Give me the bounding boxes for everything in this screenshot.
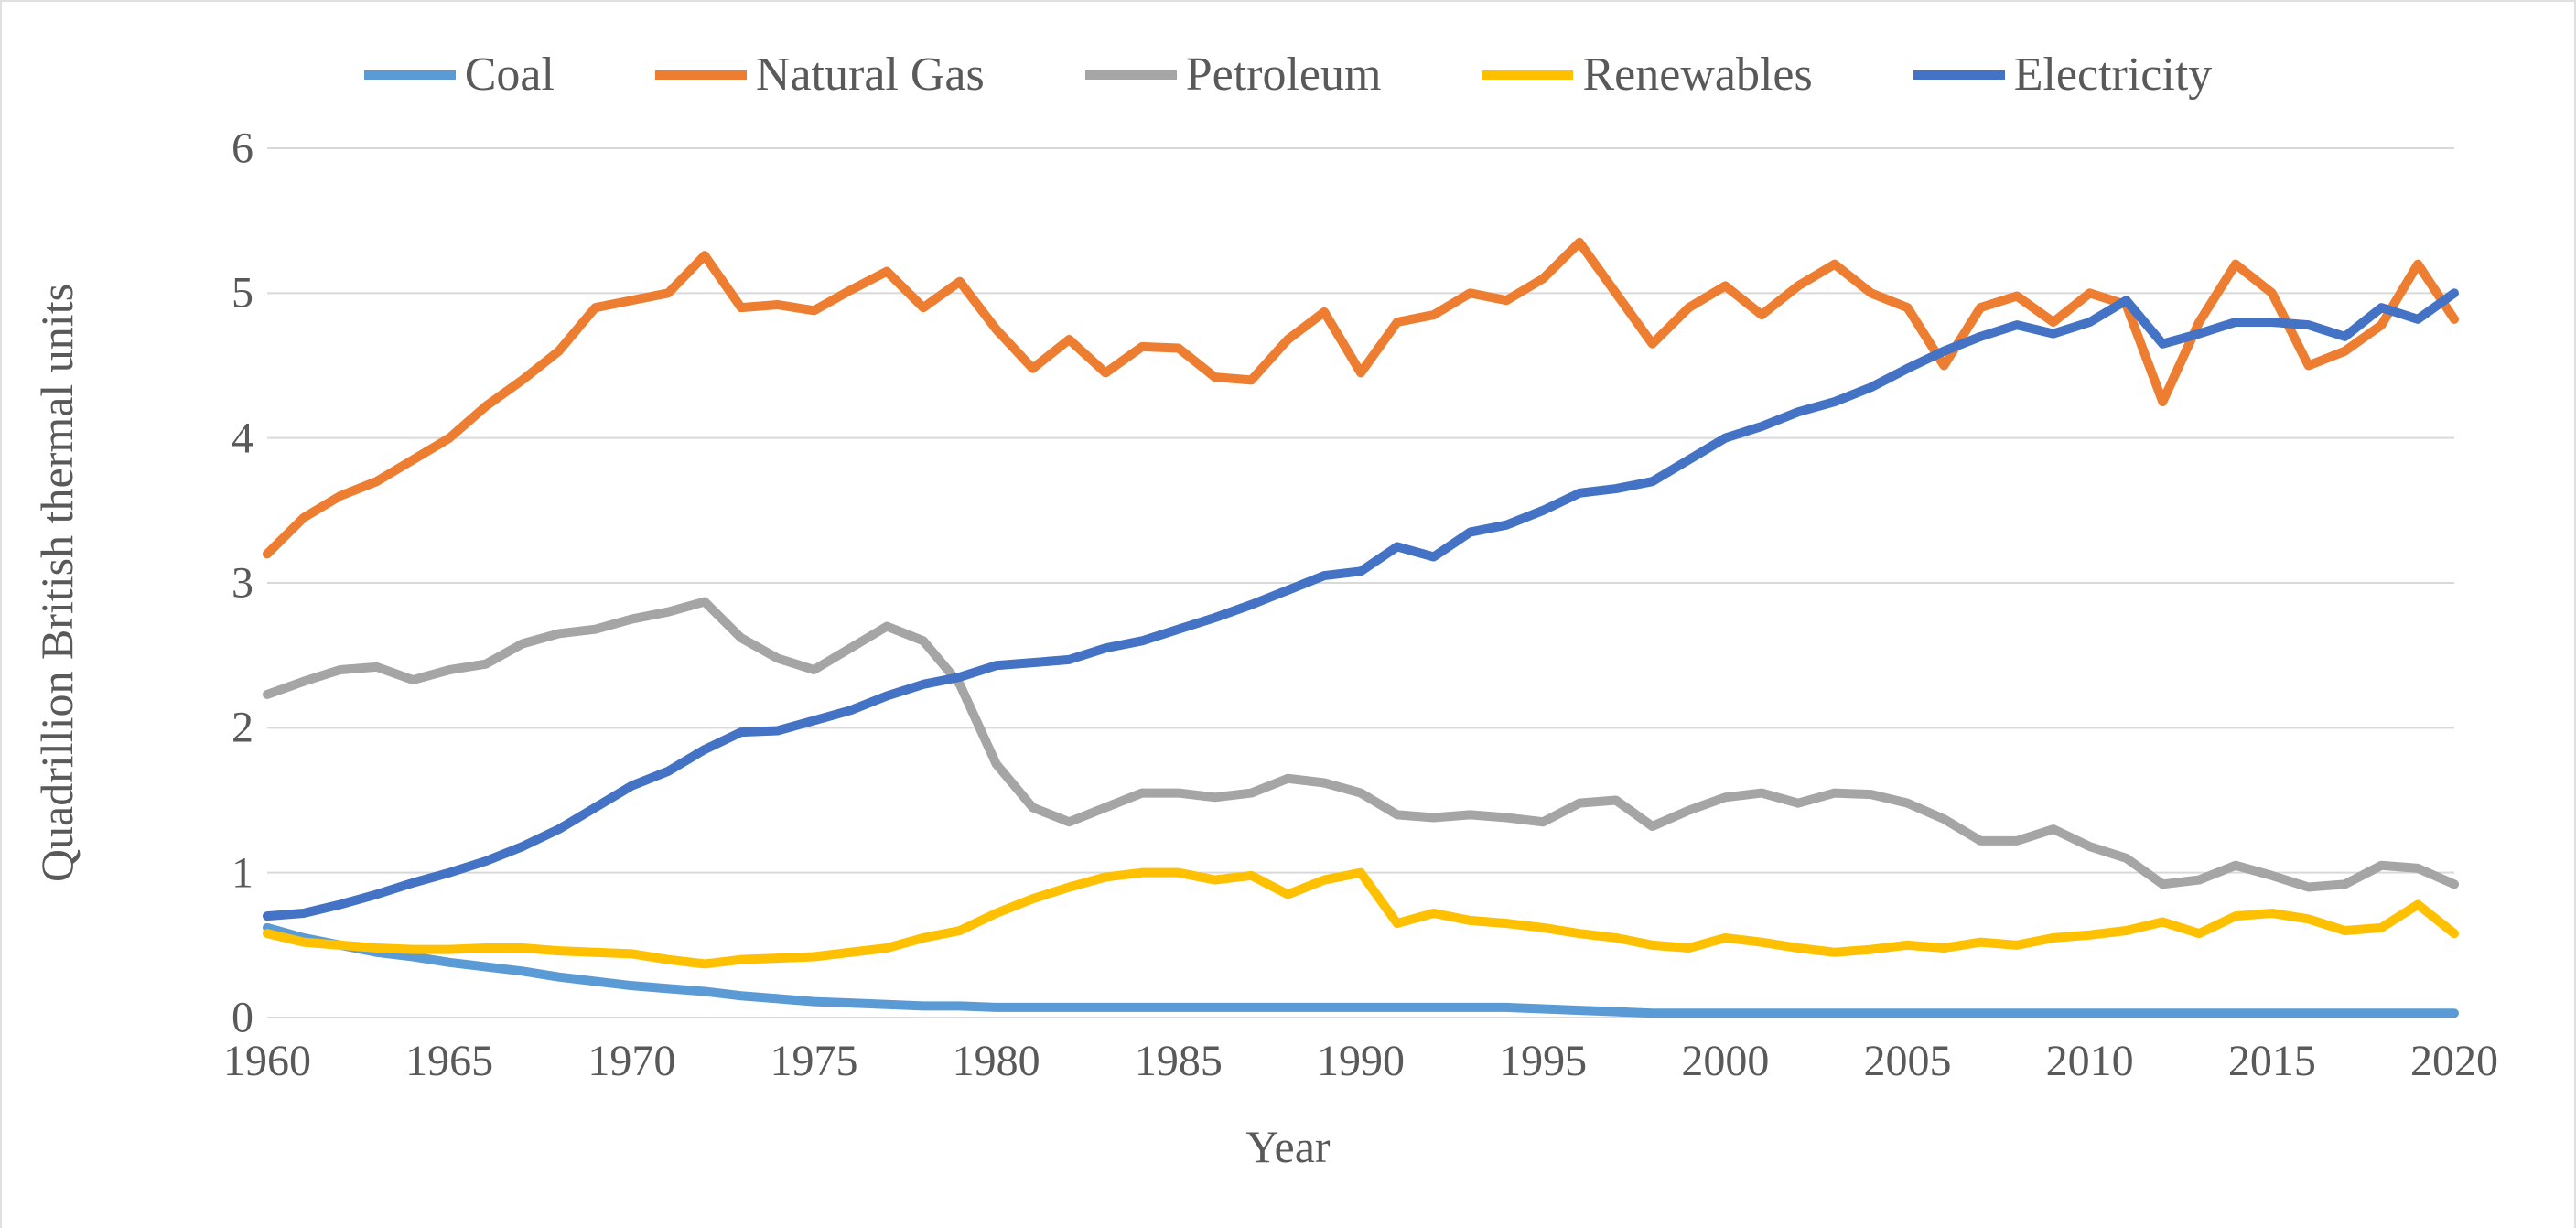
legend-swatch <box>655 70 747 80</box>
legend-item-natural-gas: Natural Gas <box>655 48 985 102</box>
y-axis-tick-labels: 0123456 <box>180 148 253 1018</box>
x-tick-label: 2010 <box>2046 1036 2134 1086</box>
x-tick-label: 1995 <box>1499 1036 1587 1086</box>
x-tick-label: 1960 <box>223 1036 311 1086</box>
legend-swatch <box>1482 70 1573 80</box>
legend-swatch <box>1913 70 2005 80</box>
series-natural-gas <box>267 242 2454 554</box>
series-renewables <box>267 873 2454 964</box>
legend-swatch <box>364 70 456 80</box>
x-tick-label: 1990 <box>1317 1036 1405 1086</box>
plot-area <box>267 148 2454 1018</box>
x-tick-label: 1985 <box>1135 1036 1223 1086</box>
legend-item-petroleum: Petroleum <box>1085 48 1382 102</box>
x-tick-label: 1975 <box>771 1036 858 1086</box>
series-coal <box>267 928 2454 1013</box>
x-axis-title: Year <box>1245 1120 1330 1173</box>
x-tick-label: 2000 <box>1681 1036 1769 1086</box>
legend-label: Coal <box>465 48 555 102</box>
legend-label: Natural Gas <box>756 48 985 102</box>
x-tick-label: 1980 <box>953 1036 1040 1086</box>
chart-legend: Coal Natural Gas Petroleum Renewables Electr… <box>2 48 2574 102</box>
y-axis-title: Quadrillion British thermal units <box>30 284 83 882</box>
x-tick-label: 2020 <box>2410 1036 2498 1086</box>
x-tick-label: 1970 <box>587 1036 675 1086</box>
series-petroleum <box>267 602 2454 888</box>
x-tick-label: 2015 <box>2228 1036 2316 1086</box>
y-tick-label: 3 <box>232 558 253 609</box>
legend-item-electricity: Electricity <box>1913 48 2213 102</box>
legend-item-coal: Coal <box>364 48 555 102</box>
x-axis-tick-labels: 1960196519701975198019851990199520002005… <box>267 1036 2454 1091</box>
x-tick-label: 2005 <box>1864 1036 1952 1086</box>
y-tick-label: 6 <box>232 124 253 174</box>
series-electricity <box>267 293 2454 916</box>
legend-swatch <box>1085 70 1177 80</box>
y-tick-label: 1 <box>232 847 253 898</box>
y-tick-label: 5 <box>232 268 253 318</box>
legend-label: Renewables <box>1582 48 1812 102</box>
plot-svg <box>267 148 2454 1018</box>
energy-line-chart: Coal Natural Gas Petroleum Renewables Electr… <box>0 0 2576 1228</box>
y-tick-label: 2 <box>232 703 253 753</box>
legend-label: Petroleum <box>1186 48 1382 102</box>
y-tick-label: 4 <box>232 413 253 463</box>
legend-item-renewables: Renewables <box>1482 48 1812 102</box>
x-tick-label: 1965 <box>405 1036 493 1086</box>
legend-label: Electricity <box>2014 48 2213 102</box>
